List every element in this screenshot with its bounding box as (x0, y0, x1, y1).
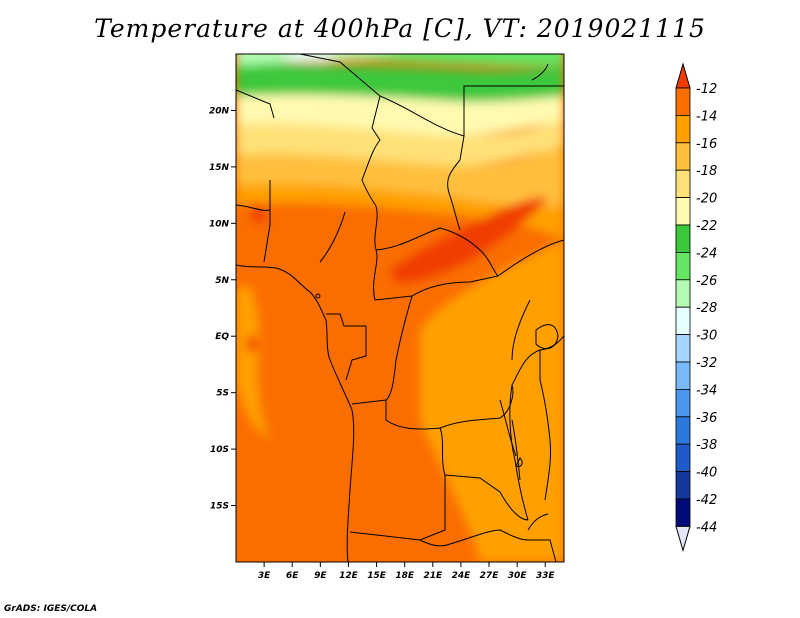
lon-tick-label: 33E (536, 571, 556, 581)
colorbar-swatch (675, 142, 691, 171)
lat-tick-label: 10N (209, 219, 230, 229)
lon-tick-label: 30E (508, 571, 528, 581)
colorbar-swatch (675, 251, 691, 281)
colorbar-swatch (675, 197, 691, 226)
colorbar-top-arrow (675, 62, 691, 89)
borders (236, 54, 564, 562)
colorbar-swatch (675, 498, 691, 527)
latitude-axis: 20N 15N 10N 5N EQ 5S 10S 15S (209, 106, 236, 512)
lat-tick-label: 15S (210, 502, 229, 512)
colorbar-swatch (675, 224, 691, 253)
temperature-field (236, 54, 564, 562)
colorbar-label: -40 (696, 466, 717, 481)
colorbar-label: -20 (696, 192, 717, 207)
credit-label: GrADS: IGES/COLA (4, 604, 98, 614)
lon-tick-label: 9E (314, 571, 327, 581)
map-title: Temperature at 400hPa [C], VT: 201902111… (94, 14, 706, 43)
lon-tick-label: 24E (452, 571, 472, 581)
colorbar-swatch (675, 443, 691, 473)
lon-tick-label: 12E (339, 571, 359, 581)
lat-tick-label: 10S (210, 445, 229, 455)
colorbar-swatch (675, 416, 691, 445)
colorbar-label: -32 (696, 356, 717, 371)
colorbar-label: -12 (696, 82, 717, 97)
lon-tick-label: 6E (286, 571, 299, 581)
colorbar-label: -14 (696, 109, 717, 124)
colorbar-label: -36 (696, 411, 717, 426)
colorbar-label: -22 (696, 219, 717, 234)
lon-tick-label: 18E (395, 571, 415, 581)
lon-tick-label: 21E (423, 571, 443, 581)
colorbar-label: -26 (696, 274, 717, 289)
colorbar-swatch (675, 388, 691, 418)
colorbar-bottom-arrow (675, 525, 691, 553)
colorbar-label: -28 (696, 301, 717, 316)
colorbar-label: -30 (696, 329, 717, 344)
colorbar-label: -38 (696, 438, 717, 453)
lat-tick-label: EQ (215, 332, 229, 342)
lon-tick-label: 15E (367, 571, 387, 581)
colorbar-label: -34 (696, 383, 717, 398)
colorbar-label: -16 (696, 137, 717, 152)
colorbar-swatch (675, 306, 691, 336)
colorbar-swatch (675, 471, 691, 500)
lat-tick-label: 15N (209, 163, 230, 173)
colorbar-label: -24 (696, 246, 717, 261)
lat-tick-label: 20N (209, 106, 230, 116)
colorbar-swatch (675, 279, 691, 308)
lon-tick-label: 3E (258, 571, 271, 581)
colorbar-swatch (675, 115, 691, 144)
map-frame (235, 53, 565, 563)
colorbar-swatch (675, 361, 691, 390)
colorbar-label: -44 (696, 520, 717, 535)
colorbar-label: -18 (696, 164, 717, 179)
longitude-axis: 3E 6E 9E 12E 15E 18E 21E 24E 27E 30E 33E (258, 562, 556, 581)
colorbar-swatch (675, 87, 691, 116)
lat-tick-label: 5N (215, 276, 229, 286)
colorbar: -12 -14 -16 -18 -20 -22 -24 -26 -28 -30 -32 -34 -36 -… (675, 62, 717, 553)
colorbar-swatch (675, 334, 691, 363)
lat-tick-label: 5S (216, 389, 229, 399)
colorbar-swatch (675, 169, 691, 198)
colorbar-label: -42 (696, 493, 717, 508)
lon-tick-label: 27E (480, 571, 500, 581)
